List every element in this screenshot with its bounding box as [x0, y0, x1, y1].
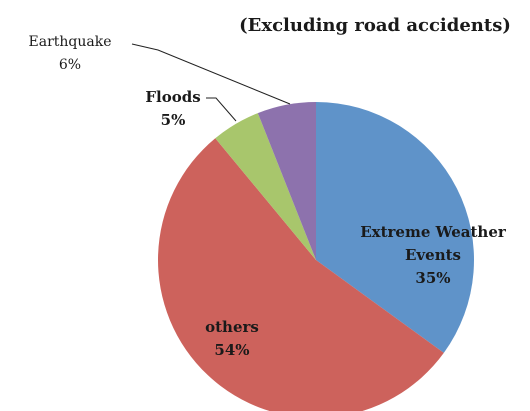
pie-slice [158, 138, 444, 411]
slice-label: Floods 5% [145, 88, 200, 129]
category-label: others [205, 318, 259, 336]
leader-line [131, 43, 291, 105]
slice-label: Earthquake 6% [29, 34, 112, 73]
category-label: Floods [145, 88, 200, 106]
pie-slice [215, 113, 316, 261]
pie-slice [316, 102, 474, 353]
value-label: 35% [415, 269, 450, 287]
chart-title: (Excluding road accidents) [239, 15, 511, 36]
value-label: 5% [161, 111, 186, 129]
slice-label: Extreme Weather Events 35% [360, 223, 507, 287]
category-label: Events [405, 246, 461, 264]
slice-label: others 54% [205, 318, 259, 359]
value-label: 6% [59, 57, 81, 73]
pie-slice [257, 102, 316, 260]
value-label: 54% [214, 341, 249, 359]
category-label: Extreme Weather [360, 223, 507, 241]
category-label: Earthquake [29, 34, 112, 50]
leader-line [206, 97, 237, 122]
